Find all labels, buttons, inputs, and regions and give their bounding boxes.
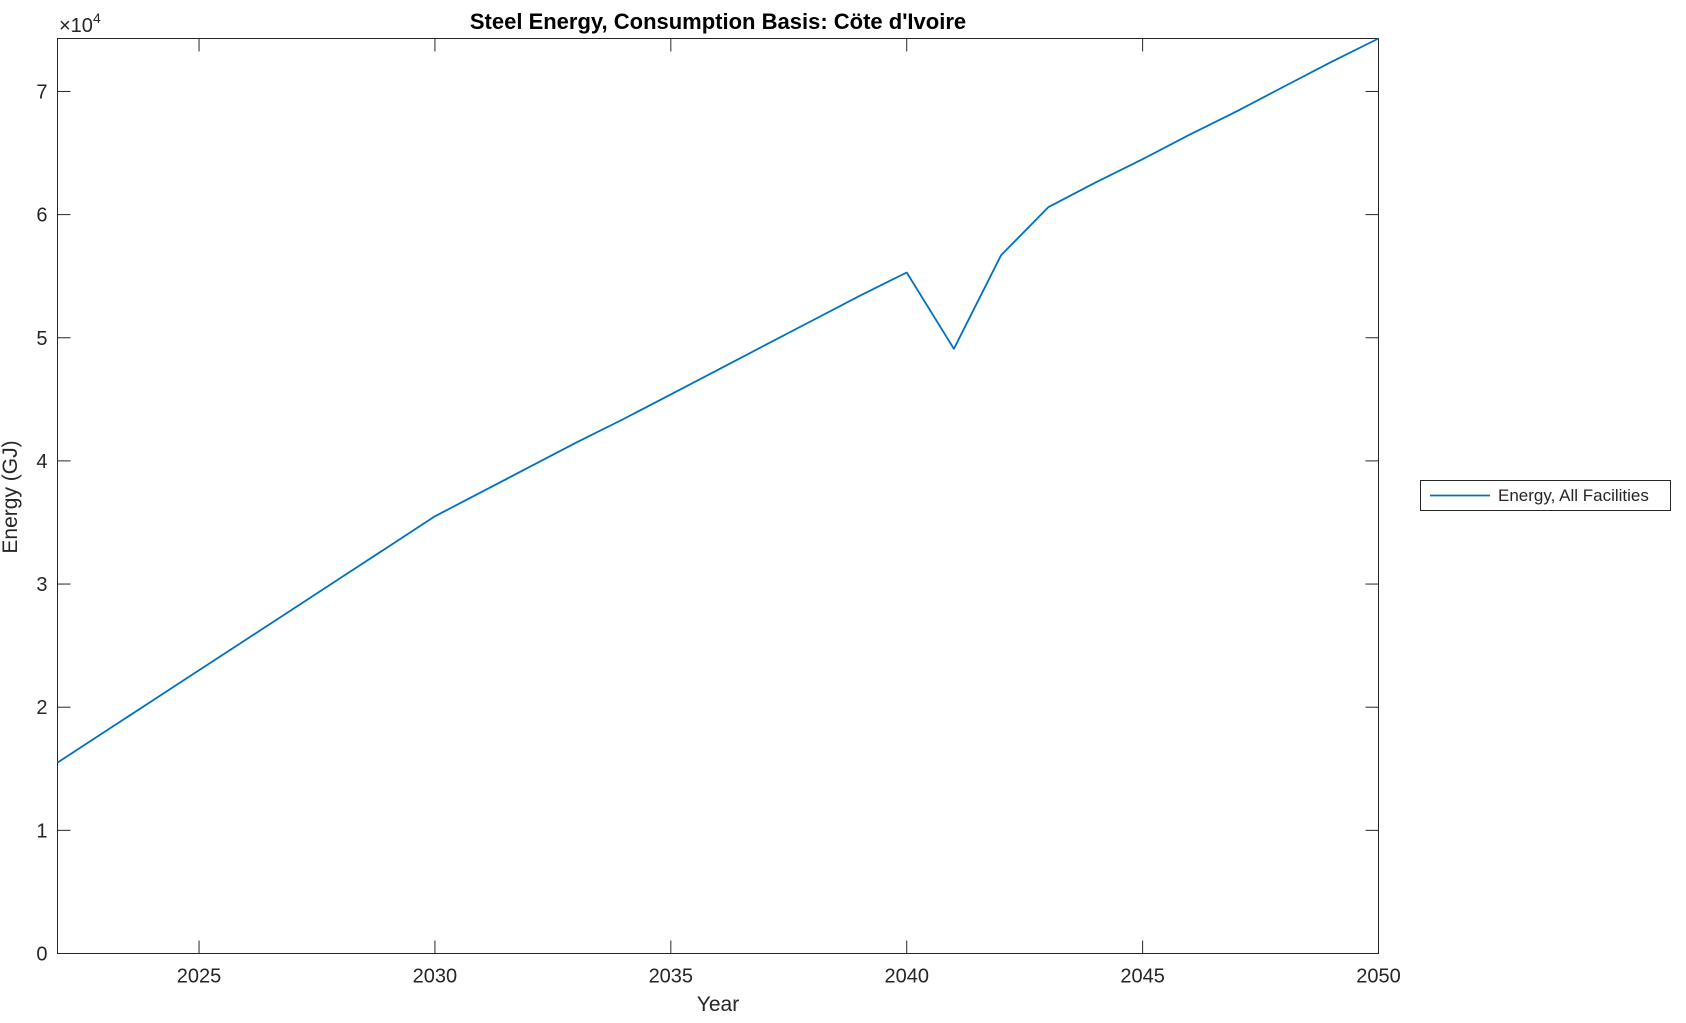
plot-area [57,38,1379,954]
x-tick-label: 2045 [1120,966,1165,988]
x-tick-label: 2040 [884,966,929,988]
y-axis-offset-exponent: 4 [93,10,101,26]
y-tick-label: 0 [36,944,47,966]
y-tick-label: 4 [36,451,47,473]
series-energy-line [57,37,1379,764]
x-tick-label: 2030 [413,966,458,988]
legend: Energy, All Facilities [1420,480,1671,511]
y-tick-label: 6 [36,205,47,227]
y-axis-offset-label: ×104 [59,10,101,37]
legend-entry-label: Energy, All Facilities [1498,486,1649,505]
axis-ticks: 2025 2030 2035 2040 2045 2050 0 1 2 3 4 5 6 7 [36,38,1401,988]
x-tick-label: 2025 [177,966,222,988]
y-tick-label: 7 [36,81,47,103]
x-tick-label: 2035 [649,966,694,988]
x-tick-label: 2050 [1356,966,1401,988]
chart-title: Steel Energy, Consumption Basis: Cöte d'… [470,9,966,34]
y-tick-label: 1 [36,820,47,842]
y-axis-label: Energy (GJ) [0,440,22,553]
y-axis-offset-base: ×10 [59,15,93,37]
x-axis-label: Year [697,993,739,1016]
y-tick-label: 3 [36,574,47,596]
y-tick-label: 2 [36,697,47,719]
y-tick-label: 5 [36,328,47,350]
